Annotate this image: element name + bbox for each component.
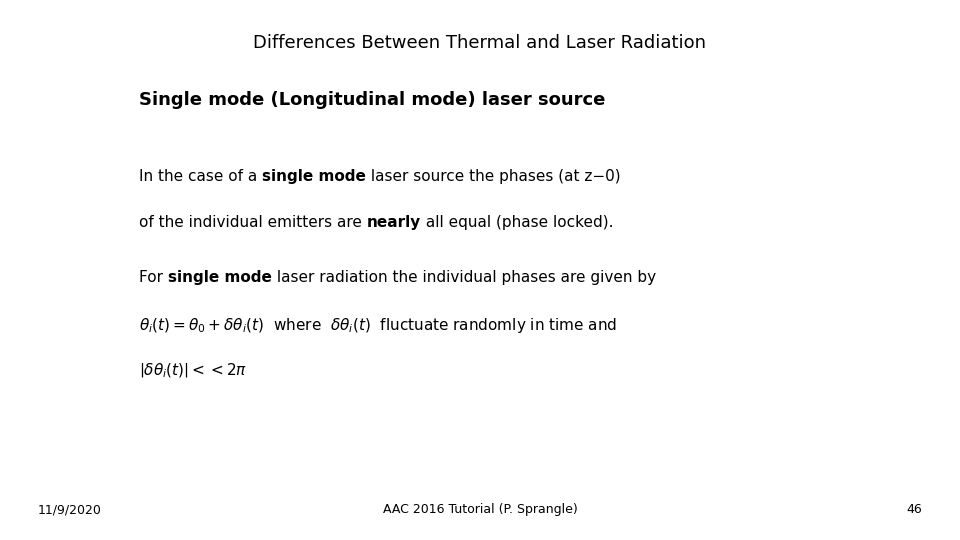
Text: $\theta_i(t) = \theta_0 + \delta\theta_i(t)$  where  $\delta\theta_i(t)$  fluctu: $\theta_i(t) = \theta_0 + \delta\theta_i…: [139, 315, 617, 335]
Text: laser source the phases (at z−0): laser source the phases (at z−0): [366, 169, 620, 184]
Text: For: For: [139, 270, 168, 285]
Text: Single mode (Longitudinal mode) laser source: Single mode (Longitudinal mode) laser so…: [139, 91, 606, 109]
Text: Differences Between Thermal and Laser Radiation: Differences Between Thermal and Laser Ra…: [253, 34, 707, 52]
Text: laser radiation the individual phases are given by: laser radiation the individual phases ar…: [272, 270, 656, 285]
Text: In the case of a: In the case of a: [139, 169, 262, 184]
Text: 11/9/2020: 11/9/2020: [37, 503, 102, 516]
Text: single mode: single mode: [168, 270, 272, 285]
Text: all equal (phase locked).: all equal (phase locked).: [421, 214, 613, 230]
Text: nearly: nearly: [367, 214, 421, 230]
Text: 46: 46: [906, 503, 923, 516]
Text: $\left|\delta\theta_i(t)\right| << 2\pi$: $\left|\delta\theta_i(t)\right| << 2\pi$: [139, 361, 247, 380]
Text: single mode: single mode: [262, 169, 366, 184]
Text: AAC 2016 Tutorial (P. Sprangle): AAC 2016 Tutorial (P. Sprangle): [383, 503, 577, 516]
Text: of the individual emitters are: of the individual emitters are: [139, 214, 367, 230]
